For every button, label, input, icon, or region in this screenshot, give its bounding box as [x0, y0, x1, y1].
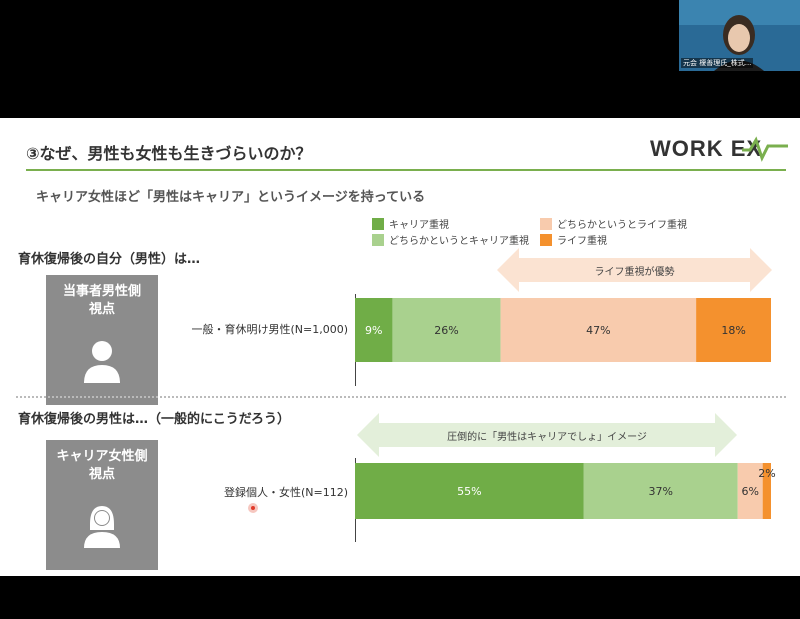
viewpoint-box-female: キャリア女性側 視点 [46, 440, 158, 570]
bar-segment [696, 298, 771, 362]
data-label: 47% [586, 324, 610, 337]
section-heading-2: 育休復帰後の男性は…（一般的にこうだろう） [18, 412, 290, 427]
title-underline [26, 169, 786, 171]
female-person-icon [84, 506, 120, 548]
webcam-overlay: 元会 榎善理氏_株式... [679, 0, 800, 71]
stacked-bar-2: 55% 37% 6%2% [355, 463, 776, 519]
row-label-1: 一般・育休明け男性(N=1,000) [191, 323, 348, 336]
row-label-2: 登録個人・女性(N=112) [223, 486, 348, 499]
bar-segment [392, 298, 501, 362]
slide-subtitle: キャリア女性ほど「男性はキャリア」というイメージを持っている [36, 190, 426, 205]
legend-item-4: ライフ重視 [540, 232, 607, 247]
data-label: 2% [758, 467, 775, 480]
data-label: 37% [649, 485, 673, 498]
legend-item-3: どちらかというとキャリア重視 [372, 232, 529, 247]
data-label: 26% [434, 324, 458, 337]
viewpoint-box-male: 当事者男性側 視点 [46, 275, 158, 405]
arrow-life-dominant [497, 248, 772, 296]
section-divider [16, 396, 786, 398]
box-label-line2: 視点 [88, 467, 115, 482]
box-label-line1: キャリア女性側 [56, 449, 148, 464]
arrow-text-1: ライフ重視が優勢 [594, 267, 675, 278]
arrow-text-2: 圧倒的に「男性はキャリアでしょ」イメージ [447, 432, 647, 443]
webcam-caption: 元会 榎善理氏_株式... [681, 58, 754, 68]
stacked-bar-1: 9% 26% 47% 18% [355, 298, 771, 362]
bar-segment [583, 463, 738, 519]
bar-segment [355, 298, 393, 362]
mouse-pointer [248, 503, 258, 513]
bar-segment [762, 463, 771, 519]
box-label-line1: 当事者男性側 [62, 284, 141, 299]
data-label: 6% [741, 485, 758, 498]
data-label: 18% [721, 324, 745, 337]
bar-segment [737, 463, 763, 519]
bar-segment [500, 298, 697, 362]
presentation-slide: ③なぜ、男性も女性も生きづらいのか？ WORK EX キャリア女性ほど「男性はキ… [0, 118, 800, 576]
section-heading-1: 育休復帰後の自分（男性）は… [18, 252, 201, 267]
male-person-icon [84, 341, 120, 383]
slide-title: ③なぜ、男性も女性も生きづらいのか？ [26, 144, 312, 163]
arrow-career-image [357, 413, 737, 461]
legend-item-1: キャリア重視 [372, 216, 449, 231]
bar-segment [355, 463, 584, 519]
data-label: 55% [457, 485, 481, 498]
box-label-line2: 視点 [88, 302, 115, 317]
data-label: 9% [365, 324, 382, 337]
legend-item-2: どちらかというとライフ重視 [540, 216, 687, 231]
workex-logo: WORK EX [650, 136, 788, 162]
